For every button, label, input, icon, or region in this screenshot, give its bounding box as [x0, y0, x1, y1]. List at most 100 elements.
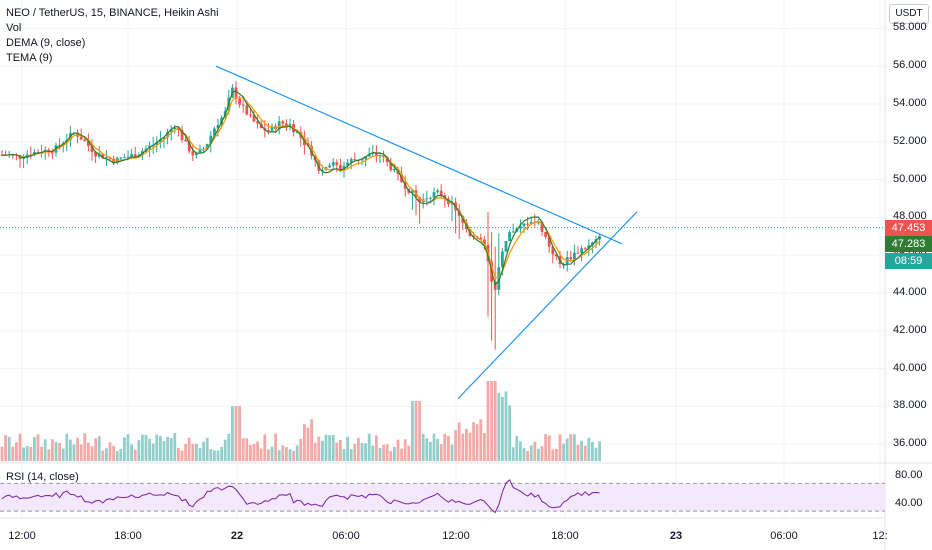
- volume-bar: [223, 439, 227, 461]
- volume-bar: [54, 442, 58, 461]
- candle: [40, 145, 43, 158]
- volume-bar: [76, 437, 79, 461]
- volume-bar: [331, 434, 335, 461]
- volume-bar: [112, 445, 115, 461]
- legend-tema[interactable]: TEMA (9): [6, 52, 53, 64]
- volume-bar: [501, 396, 504, 461]
- volume-bar: [22, 447, 25, 461]
- volume-bar: [292, 450, 295, 461]
- volume-bar: [303, 424, 306, 461]
- candle: [191, 143, 195, 161]
- volume-bar: [547, 435, 551, 461]
- volume-bar: [468, 432, 472, 461]
- candle: [335, 159, 339, 173]
- volume-bar: [191, 443, 195, 461]
- candle: [533, 214, 537, 228]
- volume-bar: [522, 448, 526, 461]
- volume-bar: [483, 433, 486, 461]
- volume-bar: [47, 449, 51, 461]
- legend-title[interactable]: NEO / TetherUS, 15, BINANCE, Heikin Ashi: [6, 7, 219, 19]
- candle: [555, 253, 558, 261]
- candle: [565, 250, 569, 272]
- volume-bar: [133, 449, 137, 461]
- candle: [288, 118, 292, 131]
- volume-bar: [65, 433, 69, 461]
- volume-bar: [245, 438, 249, 461]
- candle: [249, 109, 252, 118]
- volume-bar: [367, 433, 371, 461]
- volume-bar: [195, 443, 198, 461]
- candle: [209, 130, 213, 153]
- price-tick-label: 54.000: [893, 96, 927, 109]
- volume-bar: [252, 443, 256, 461]
- volume-bar: [267, 449, 270, 461]
- legend: NEO / TetherUS, 15, BINANCE, Heikin Ashi…: [6, 6, 219, 66]
- volume-bar: [51, 439, 54, 461]
- volume-bar: [519, 441, 522, 461]
- candle: [490, 232, 493, 341]
- volume-bar: [526, 450, 529, 461]
- candle: [519, 219, 522, 233]
- volume-bar: [263, 434, 267, 461]
- volume-bar: [256, 441, 259, 461]
- candle: [133, 146, 137, 159]
- candle: [256, 115, 259, 129]
- candle: [105, 150, 108, 167]
- volume-bar: [457, 422, 461, 461]
- volume-bar: [378, 447, 382, 461]
- legend-rsi[interactable]: RSI (14, close): [6, 471, 79, 483]
- volume-bar: [537, 448, 540, 461]
- candle: [432, 187, 436, 206]
- candle: [598, 233, 601, 246]
- volume-bar: [169, 438, 173, 461]
- volume-bar: [162, 441, 166, 461]
- volume-bar: [130, 444, 133, 461]
- volume-bar: [565, 438, 569, 461]
- volume-bar: [418, 401, 421, 461]
- candle: [493, 246, 497, 350]
- volume-bar: [317, 436, 321, 461]
- candle: [371, 145, 375, 157]
- currency-button[interactable]: USDT: [889, 4, 929, 24]
- volume-bar: [299, 438, 303, 461]
- volume-bar: [558, 434, 562, 461]
- trendline-support: [457, 211, 638, 400]
- candle: [43, 146, 47, 160]
- volume-bar: [241, 438, 245, 461]
- volume-bar: [198, 448, 202, 461]
- time-tick-label: 06:00: [332, 530, 360, 542]
- volume-bar: [475, 424, 479, 461]
- volume-bar: [439, 444, 443, 461]
- volume-bar: [202, 441, 205, 461]
- volume-bar: [454, 430, 457, 461]
- volume-bar: [173, 433, 177, 461]
- volume-bar: [562, 443, 565, 461]
- candle: [583, 246, 587, 251]
- last-price-tag: 47.453: [885, 219, 932, 236]
- volume-bar: [270, 446, 274, 461]
- candle: [508, 229, 511, 242]
- time-tick-label: 22: [230, 530, 244, 542]
- volume-bar: [285, 447, 288, 461]
- volume-bar: [551, 449, 555, 461]
- tema-line: [1, 90, 601, 286]
- legend-dema[interactable]: DEMA (9, close): [6, 37, 86, 49]
- volume-bar: [393, 446, 396, 461]
- volume-bar: [486, 381, 490, 461]
- volume-bar: [220, 446, 223, 461]
- volume-bar: [306, 427, 310, 461]
- candle: [234, 81, 238, 105]
- legend-vol[interactable]: Vol: [6, 22, 22, 34]
- volume-bar: [389, 450, 393, 461]
- volume-bar: [97, 436, 101, 461]
- volume-bar: [342, 449, 346, 461]
- volume-bar: [594, 447, 598, 461]
- volume-bar: [288, 449, 292, 461]
- candle: [162, 136, 166, 149]
- volume-bar: [29, 446, 33, 461]
- candle: [331, 158, 335, 171]
- volume-bar: [515, 435, 519, 461]
- volume-bar: [587, 437, 591, 461]
- trendlines: [215, 65, 638, 400]
